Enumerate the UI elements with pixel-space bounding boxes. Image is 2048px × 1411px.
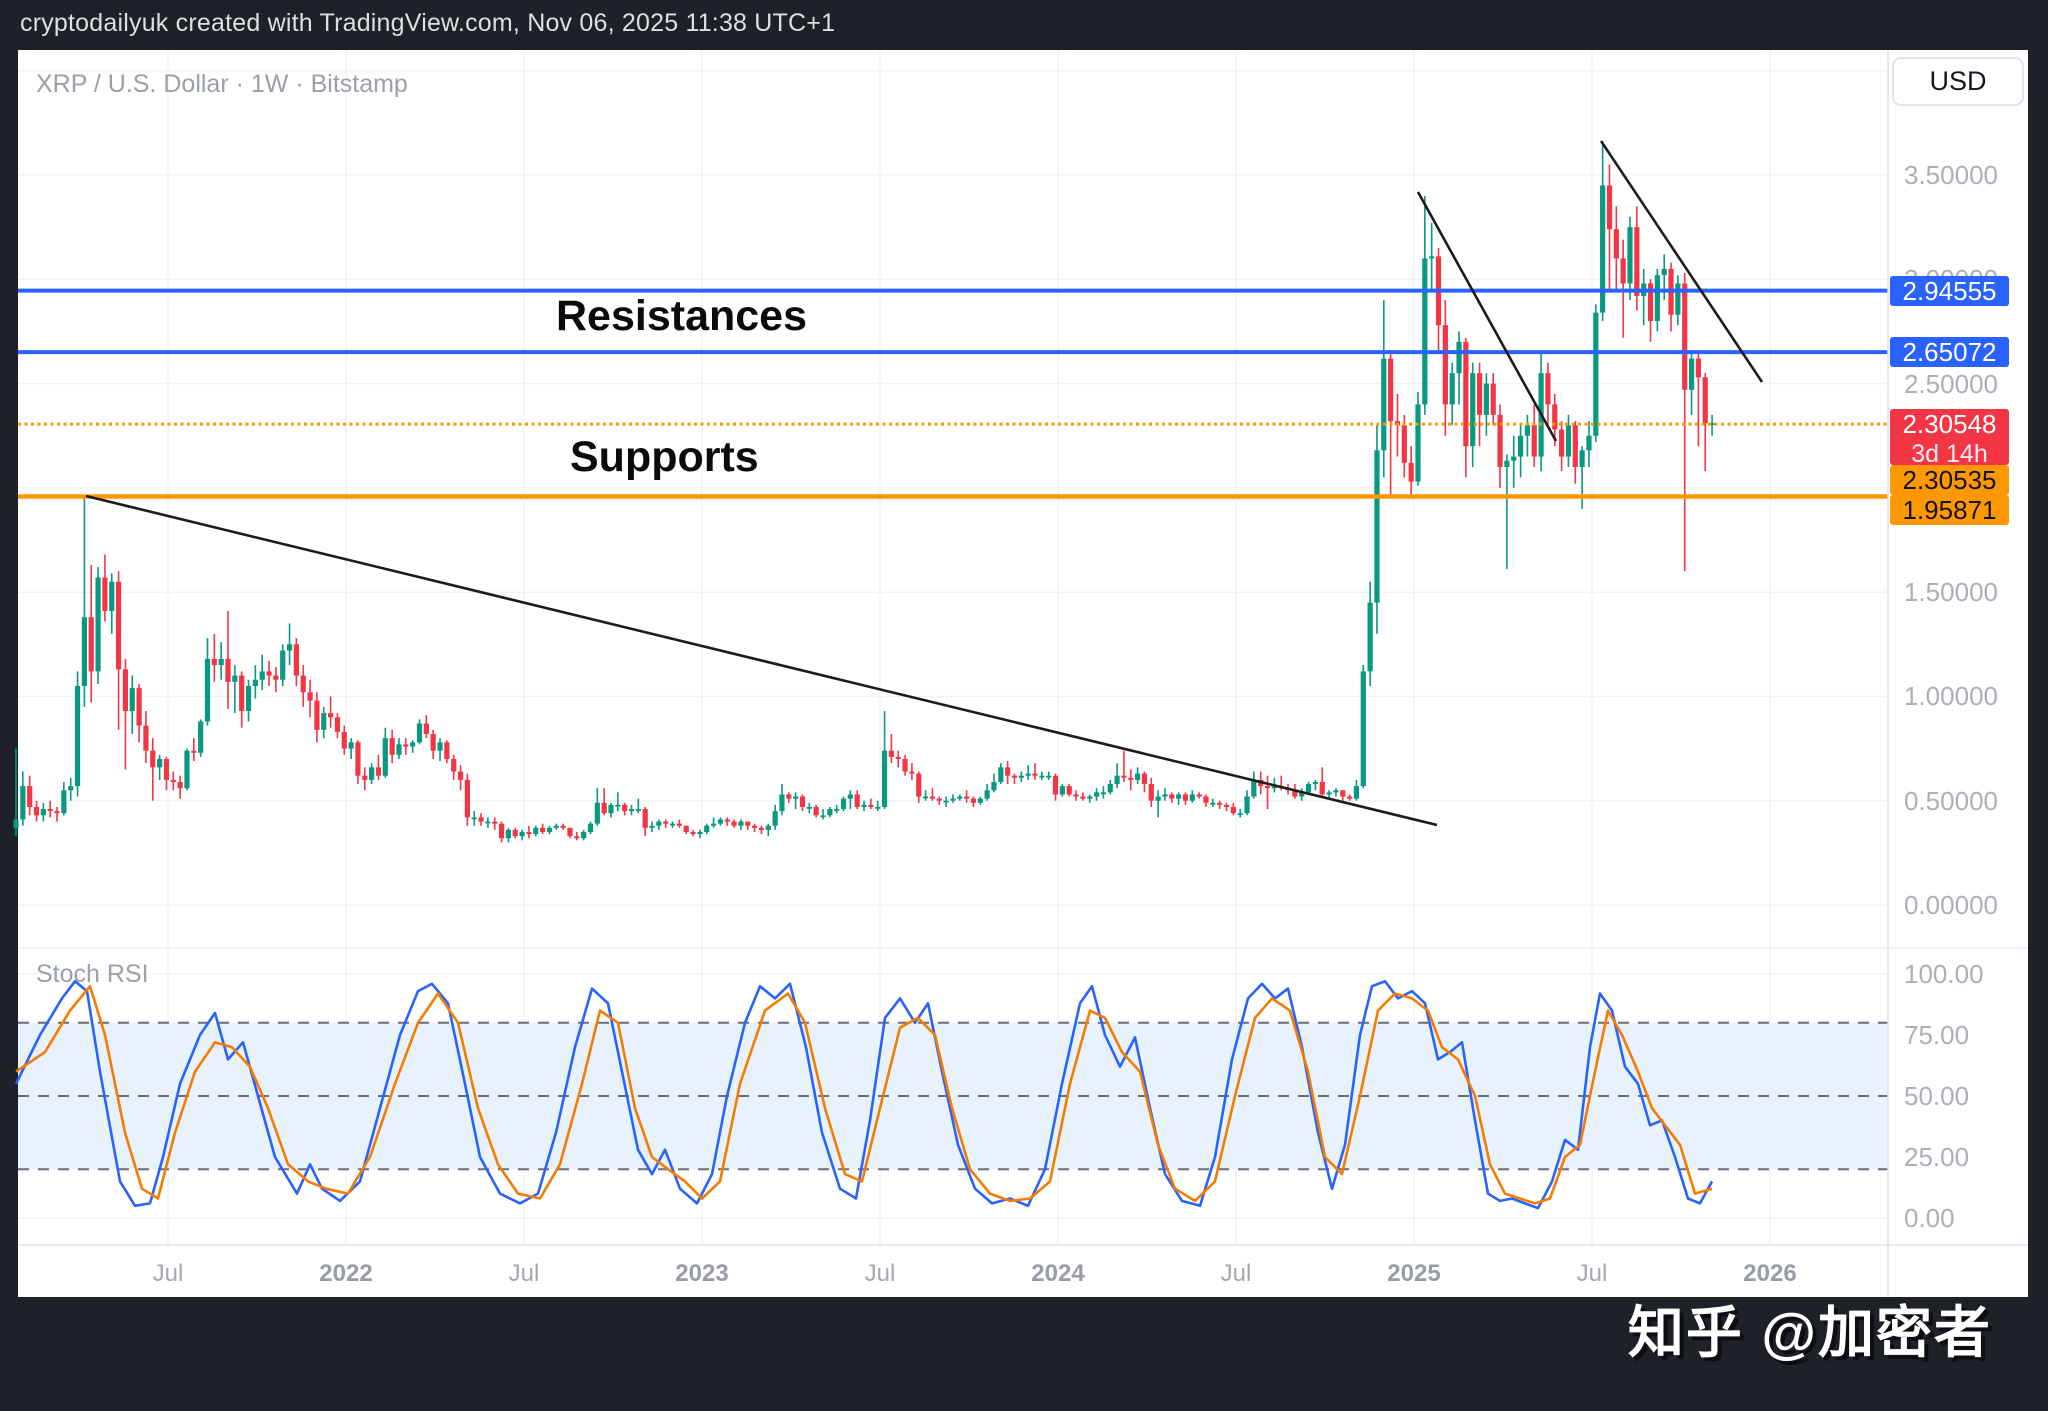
symbol-title: XRP / U.S. Dollar · 1W · Bitstamp bbox=[36, 70, 408, 98]
attribution-bar: cryptodailyuk created with TradingView.c… bbox=[0, 0, 2048, 50]
resistances-annotation: Resistances bbox=[556, 292, 807, 340]
supports-annotation: Supports bbox=[570, 433, 759, 481]
watermark: 知乎 @加密者 bbox=[1627, 1301, 1992, 1364]
attribution-text: cryptodailyuk created with TradingView.c… bbox=[20, 9, 836, 37]
indicator-title: Stoch RSI bbox=[36, 960, 149, 988]
currency-button[interactable]: USD bbox=[1892, 57, 2024, 106]
footer-bar: TradingView bbox=[0, 1297, 2048, 1411]
